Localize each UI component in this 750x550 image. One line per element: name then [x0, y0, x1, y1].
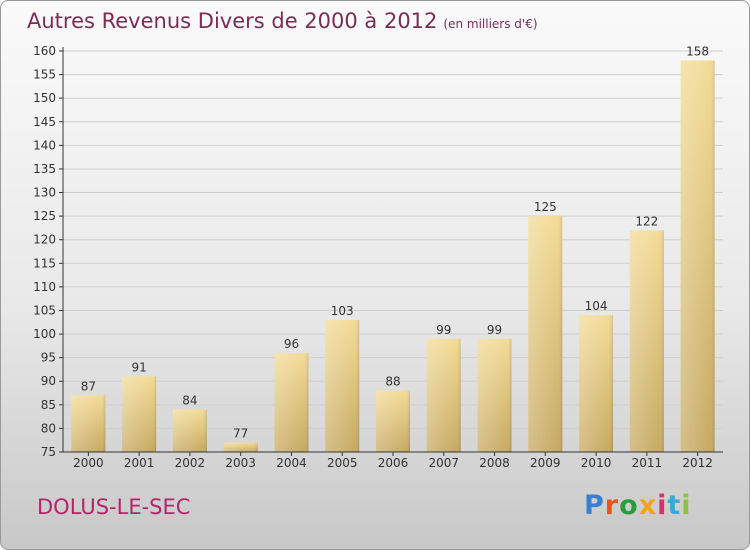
data-label: 122 [635, 214, 658, 228]
x-tick-label: 2011 [632, 456, 663, 470]
data-label: 99 [436, 323, 451, 337]
y-tick-label: 160 [33, 44, 56, 58]
bar-shade [325, 319, 360, 452]
data-label: 88 [385, 375, 400, 389]
x-tick-label: 2002 [175, 456, 206, 470]
bar-shade [477, 338, 512, 452]
logo-letter: r [604, 490, 620, 521]
x-tick-label: 2007 [428, 456, 459, 470]
x-tick-label: 2006 [378, 456, 409, 470]
y-tick-label: 145 [33, 115, 56, 129]
y-tick-label: 140 [33, 138, 56, 152]
bar-shade [122, 376, 157, 452]
y-tick-label: 125 [33, 209, 56, 223]
y-tick-label: 110 [33, 280, 56, 294]
bar-shade [71, 395, 106, 452]
x-tick-label: 2008 [479, 456, 510, 470]
data-label: 77 [233, 427, 248, 441]
bar-shade [579, 315, 614, 452]
y-tick-label: 155 [33, 68, 56, 82]
y-tick-label: 105 [33, 303, 56, 317]
bar-shade [680, 60, 715, 452]
data-label: 96 [284, 337, 299, 351]
logo-letter: x [638, 490, 658, 521]
y-tick-label: 120 [33, 233, 56, 247]
data-label: 104 [585, 299, 608, 313]
y-tick-label: 85 [41, 398, 56, 412]
x-tick-label: 2003 [225, 456, 256, 470]
data-label: 103 [331, 304, 354, 318]
chart-title-text: Autres Revenus Divers de 2000 à 2012 [27, 9, 438, 33]
bars: 87 91 84 77 96 103 88 99 99 125 104 122 158 [71, 44, 715, 452]
gridlines [63, 50, 723, 429]
data-label: 125 [534, 200, 557, 214]
y-tick-label: 90 [41, 374, 56, 388]
bar-shade [426, 338, 461, 452]
y-tick-label: 135 [33, 162, 56, 176]
chart-title: Autres Revenus Divers de 2000 à 2012 (en … [27, 9, 538, 33]
x-tick-label: 2004 [276, 456, 307, 470]
logo-letter: P [584, 490, 605, 521]
logo-letter: i [657, 490, 668, 521]
data-label: 84 [182, 394, 197, 408]
x-tick-label: 2009 [530, 456, 561, 470]
bar-shade [172, 409, 207, 452]
x-tick-label: 2000 [73, 456, 104, 470]
data-label: 87 [81, 379, 96, 393]
x-tick-label: 2012 [682, 456, 713, 470]
bar-shade [274, 352, 309, 452]
x-tick-label: 2001 [124, 456, 155, 470]
bar-shade [528, 216, 563, 452]
bar-shade [376, 390, 410, 452]
y-tick-label: 100 [33, 327, 56, 341]
data-label: 99 [487, 323, 502, 337]
x-tick-label: 2005 [327, 456, 358, 470]
y-tick-label: 150 [33, 91, 56, 105]
bar-shade [629, 230, 664, 452]
logo-letter: t [667, 490, 682, 521]
proxiti-logo[interactable]: Proxiti [584, 490, 692, 521]
y-tick-label: 115 [33, 256, 56, 270]
commune-name: DOLUS-LE-SEC [37, 495, 191, 519]
data-label: 158 [686, 44, 709, 58]
y-tick-label: 95 [41, 351, 56, 365]
axes: 75 80 85 90 95 100 105 110 115 120 125 130 135 140 145… [33, 44, 723, 470]
x-tick-label: 2010 [581, 456, 612, 470]
y-tick-label: 130 [33, 186, 56, 200]
logo-letter: i [681, 490, 692, 521]
chart-subtitle: (en milliers d'€) [443, 17, 538, 31]
logo-letter: o [619, 490, 639, 521]
y-tick-label: 80 [41, 421, 56, 435]
data-label: 91 [132, 361, 147, 375]
y-tick-label: 75 [41, 445, 56, 459]
bar-shade [223, 442, 258, 452]
